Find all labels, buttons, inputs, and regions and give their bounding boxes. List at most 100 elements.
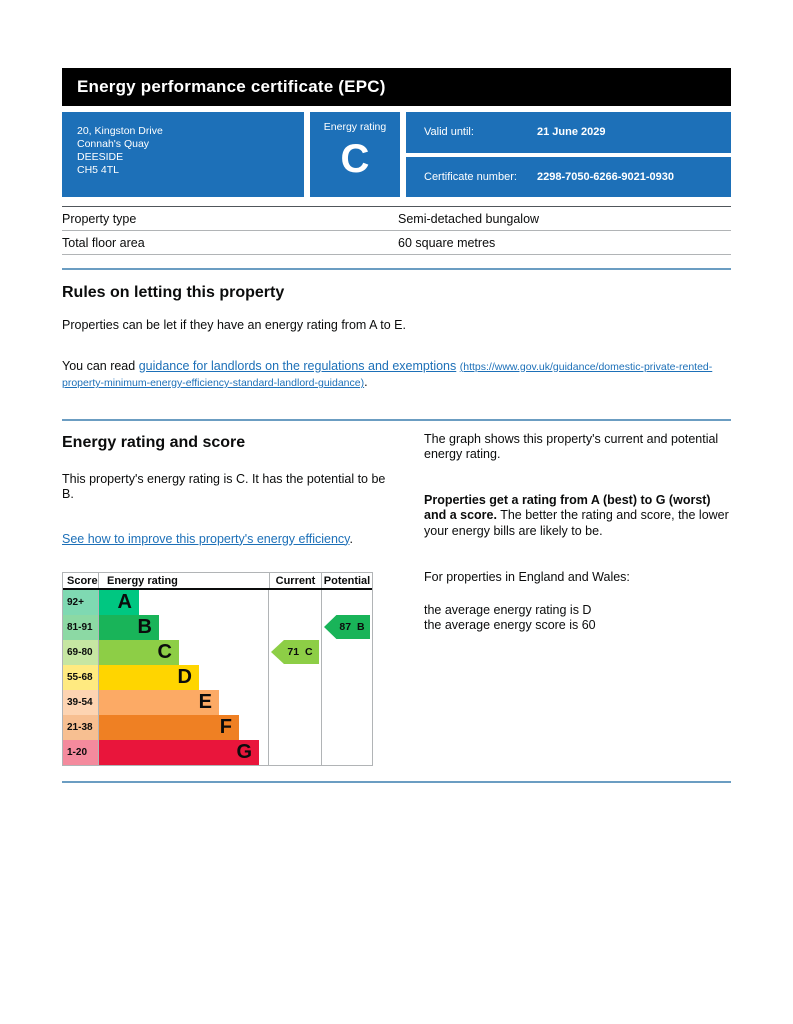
rating-explainer-bold: Properties get a rating from A (best) to… xyxy=(424,492,711,523)
certificate-number-label: Certificate number: xyxy=(424,170,517,183)
epc-band-row-g: 1-20 G xyxy=(63,740,372,765)
epc-chart-rows: 92+ A 81-91 B 87 B 69-80 C 71 C 55-68 D 39-54 E 21-38 F… xyxy=(63,590,372,765)
address-line-1: 20, Kingston Drive xyxy=(77,125,163,137)
table-row: Total floor area 60 square metres xyxy=(62,231,731,255)
epc-band-bar-d: D xyxy=(99,665,199,690)
epc-score-range: 81-91 xyxy=(63,615,98,640)
epc-score-range: 55-68 xyxy=(63,665,98,690)
improve-paragraph: See how to improve this property's energ… xyxy=(62,532,392,548)
rating-intro-text: This property's energy rating is C. It h… xyxy=(62,471,386,502)
average-score-line: the average energy score is 60 xyxy=(424,618,596,632)
page-title: Energy performance certificate (EPC) xyxy=(62,68,731,106)
rating-explainer-rest: The better the rating and score, the low… xyxy=(424,508,729,538)
rating-left-column: Energy rating and score This property's … xyxy=(62,432,392,766)
address-line-2: Connah's Quay xyxy=(77,138,150,150)
property-details-table: Property type Semi-detached bungalow Tot… xyxy=(62,206,731,255)
epc-current-cell xyxy=(269,665,321,690)
epc-current-letter: C xyxy=(305,646,313,658)
epc-rating-chart: Score Energy rating Current Potential 92… xyxy=(62,572,373,766)
epc-potential-arrow: 87 B xyxy=(324,615,370,639)
average-rating-line: the average energy rating is D xyxy=(424,602,592,617)
epc-band-cell: A xyxy=(98,590,269,615)
epc-band-row-d: 55-68 D xyxy=(63,665,372,690)
landlord-guidance-link[interactable]: guidance for landlords on the regulation… xyxy=(138,358,457,373)
epc-score-range: 1-20 xyxy=(63,740,98,765)
floor-area-label: Total floor area xyxy=(62,235,145,250)
epc-score-range: 39-54 xyxy=(63,690,98,715)
epc-band-cell: D xyxy=(98,665,269,690)
epc-potential-cell xyxy=(321,690,372,715)
epc-band-cell: F xyxy=(98,715,269,740)
energy-rating-box: Energy rating C xyxy=(310,112,400,197)
epc-potential-score: 87 xyxy=(339,621,352,633)
epc-band-letter: A xyxy=(117,591,132,613)
epc-band-bar-g: G xyxy=(99,740,259,765)
epc-band-cell: B xyxy=(98,615,269,640)
epc-current-cell xyxy=(269,715,321,740)
epc-band-row-f: 21-38 F xyxy=(63,715,372,740)
letting-rules-heading: Rules on letting this property xyxy=(62,284,285,301)
property-type-value: Semi-detached bungalow xyxy=(398,211,540,226)
epc-potential-cell xyxy=(321,590,372,615)
epc-band-letter: C xyxy=(157,641,172,663)
landlord-guidance-url-link[interactable]: (https://www.gov.uk/guidance/domestic-pr… xyxy=(62,360,713,390)
improve-suffix: . xyxy=(349,531,353,546)
floor-area-value: 60 square metres xyxy=(398,235,496,250)
certificate-summary: 20, Kingston Drive Connah's Quay DEESIDE… xyxy=(62,112,731,197)
epc-chart-header: Score Energy rating Current Potential xyxy=(63,573,372,590)
energy-rating-value: C xyxy=(340,137,370,181)
epc-score-range: 92+ xyxy=(63,590,98,615)
epc-band-letter: E xyxy=(198,691,212,713)
valid-until-row: Valid until: 21 June 2029 xyxy=(406,112,731,153)
epc-band-row-e: 39-54 E xyxy=(63,690,372,715)
improve-efficiency-link[interactable]: See how to improve this property's energ… xyxy=(62,531,350,546)
epc-band-bar-b: B xyxy=(99,615,159,640)
table-row: Property type Semi-detached bungalow xyxy=(62,207,731,231)
letting-guidance-paragraph: You can read guidance for landlords on t… xyxy=(62,359,717,392)
epc-score-range: 21-38 xyxy=(63,715,98,740)
section-divider xyxy=(62,418,731,421)
certificate-meta: Valid until: 21 June 2029 Certificate nu… xyxy=(406,112,731,197)
epc-band-cell: E xyxy=(98,690,269,715)
epc-band-cell: C xyxy=(98,640,269,665)
epc-band-letter: F xyxy=(219,716,232,738)
epc-band-cell: G xyxy=(98,740,269,765)
property-type-label: Property type xyxy=(62,211,137,226)
epc-current-arrow: 71 C xyxy=(271,640,319,664)
certificate-number-value: 2298-7050-6266-9021-0930 xyxy=(537,170,675,183)
epc-potential-cell xyxy=(321,740,372,765)
epc-potential-cell xyxy=(321,715,372,740)
rating-column-header: Energy rating xyxy=(98,573,269,588)
potential-column-header: Potential xyxy=(321,573,372,588)
epc-potential-letter: B xyxy=(357,621,365,633)
guidance-prefix: You can read xyxy=(62,358,139,373)
epc-band-bar-a: A xyxy=(99,590,139,615)
epc-band-letter: G xyxy=(236,741,252,763)
current-column-header: Current xyxy=(269,573,321,588)
epc-score-range: 69-80 xyxy=(63,640,98,665)
section-divider xyxy=(62,781,731,783)
epc-band-row-a: 92+ A xyxy=(63,590,372,615)
valid-until-value: 21 June 2029 xyxy=(537,126,606,139)
epc-band-letter: B xyxy=(137,616,152,638)
graph-description: The graph shows this property's current … xyxy=(424,431,719,462)
epc-potential-cell xyxy=(321,665,372,690)
rating-section-heading: Energy rating and score xyxy=(62,433,246,451)
energy-rating-label: Energy rating xyxy=(323,121,387,133)
epc-current-cell xyxy=(269,690,321,715)
address-line-4: CH5 4TL xyxy=(77,164,120,176)
epc-band-bar-c: C xyxy=(99,640,179,665)
energy-rating-section: Energy rating and score This property's … xyxy=(62,432,731,767)
letting-rules-text: Properties can be let if they have an en… xyxy=(62,318,406,332)
average-stats: the average energy rating is D the avera… xyxy=(424,603,731,634)
epc-current-cell xyxy=(269,740,321,765)
score-column-header: Score xyxy=(67,574,98,587)
epc-band-bar-e: E xyxy=(99,690,219,715)
epc-band-letter: D xyxy=(177,666,192,688)
epc-band-row-c: 69-80 C 71 C xyxy=(63,640,372,665)
rating-right-column: The graph shows this property's current … xyxy=(424,432,731,767)
rating-explainer: Properties get a rating from A (best) to… xyxy=(424,493,731,540)
epc-current-cell: 71 C xyxy=(269,640,321,665)
valid-until-label: Valid until: xyxy=(424,126,474,139)
